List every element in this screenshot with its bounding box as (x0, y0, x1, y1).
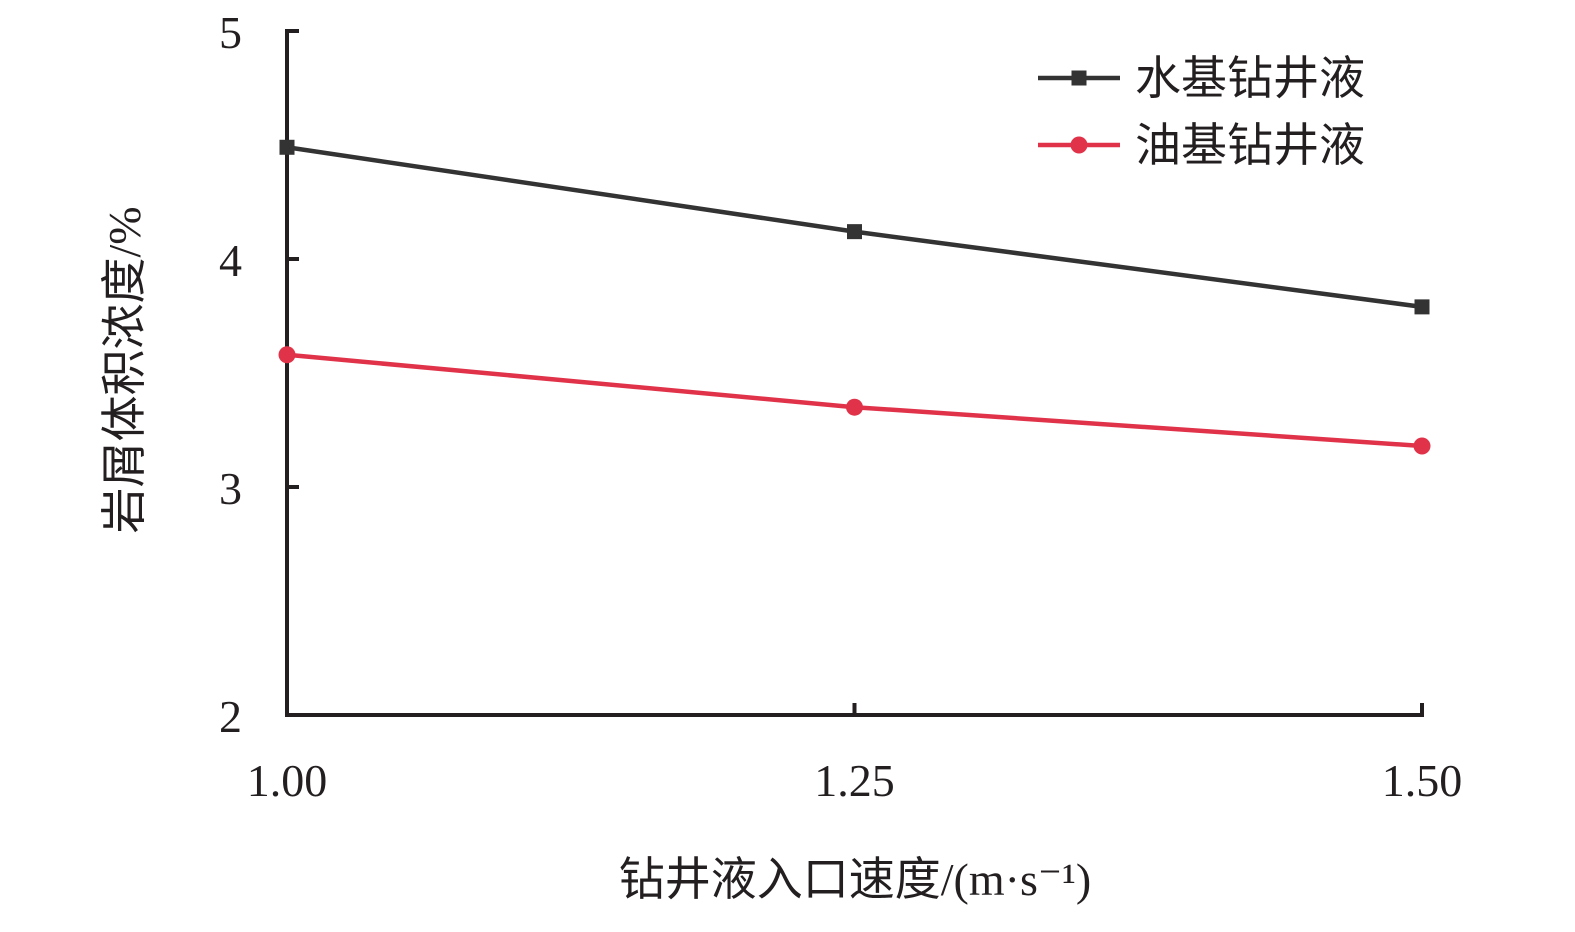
x-tick-label: 1.00 (247, 755, 328, 806)
y-tick-label: 4 (219, 235, 242, 286)
legend-label: 水基钻井液 (1135, 53, 1365, 104)
ticks: 2 3 4 5 1.00 1.25 1.50 (219, 7, 1462, 806)
legend-marker (1071, 70, 1087, 86)
legend-item: 油基钻井液 (1038, 120, 1365, 171)
data-point (278, 346, 296, 364)
data-point (846, 398, 863, 416)
legend-label: 油基钻井液 (1135, 120, 1365, 171)
y-axis-title: 岩屑体积浓度/% (99, 206, 150, 533)
data-point (847, 224, 862, 240)
data-point (1413, 437, 1431, 455)
x-tick-label: 1.25 (814, 755, 895, 806)
series-1 (279, 139, 1430, 315)
legend-item: 水基钻井液 (1038, 53, 1365, 104)
series-2 (278, 346, 1431, 455)
series (278, 139, 1431, 455)
y-tick-label: 3 (219, 463, 242, 514)
y-tick-label: 2 (219, 691, 242, 742)
data-point (1414, 299, 1430, 315)
y-tick-label: 5 (219, 7, 242, 58)
data-point (279, 139, 295, 155)
x-axis-title: 钻井液入口速度/(m·s⁻¹) (619, 854, 1092, 905)
legend-marker (1070, 136, 1088, 154)
x-tick-label: 1.50 (1382, 755, 1463, 806)
